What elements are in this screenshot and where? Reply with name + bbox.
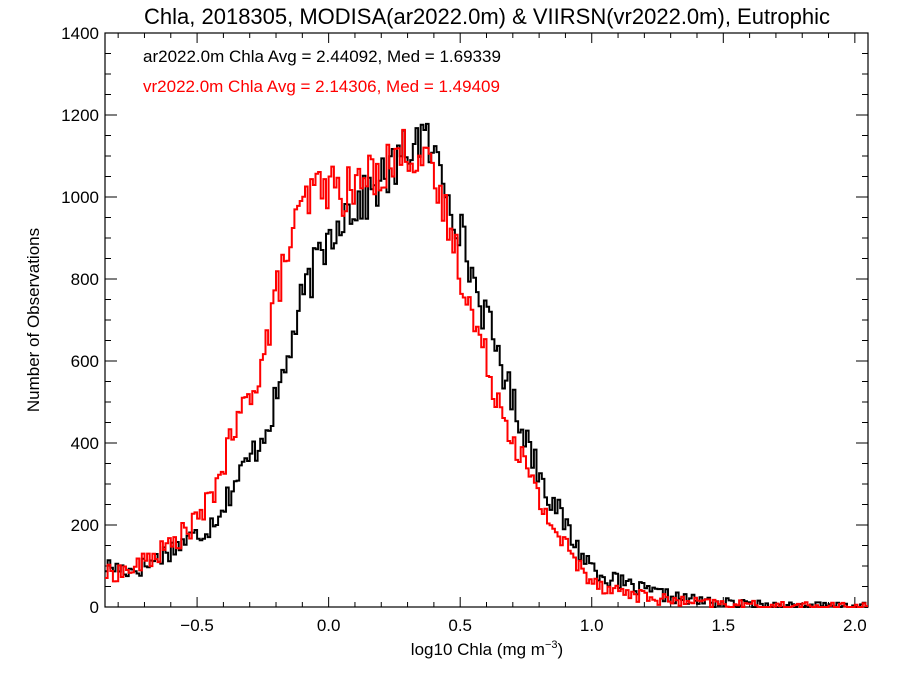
series-line-1 [105,128,868,608]
chart-title: Chla, 2018305, MODISA(ar2022.0m) & VIIRS… [144,4,830,29]
plot-frame [104,32,869,608]
x-tick-label: 1.5 [711,616,735,635]
x-axis-title-end: ) [558,640,564,659]
annotation-ar2022: ar2022.0m Chla Avg = 2.44092, Med = 1.69… [143,47,501,66]
x-tick-label: 0.5 [448,616,472,635]
axis-tick-labels: −0.5 0.0 0.5 1.0 1.5 2.0 0 200 400 600 800 1000 1200… [61,24,866,635]
x-axis-title-exponent: −3 [545,639,558,651]
y-tick-label: 200 [71,516,99,535]
y-tick-label: 800 [71,270,99,289]
annotation-vr2022: vr2022.0m Chla Avg = 2.14306, Med = 1.49… [143,77,500,96]
x-axis-title-main: log10 Chla (mg m [411,640,545,659]
x-tick-label: 2.0 [843,616,867,635]
x-tick-label: 0.0 [317,616,341,635]
x-tick-label: 1.0 [580,616,604,635]
y-tick-label: 0 [90,598,99,617]
x-tick-label: −0.5 [180,616,214,635]
y-axis-title: Number of Observations [24,228,43,412]
y-tick-label: 600 [71,352,99,371]
x-axis-title: log10 Chla (mg m−3) [411,639,563,659]
y-tick-label: 400 [71,434,99,453]
y-tick-label: 1400 [61,24,99,43]
axis-ticks [105,32,868,608]
y-tick-label: 1200 [61,106,99,125]
series-layer [105,122,868,608]
y-tick-label: 1000 [61,188,99,207]
